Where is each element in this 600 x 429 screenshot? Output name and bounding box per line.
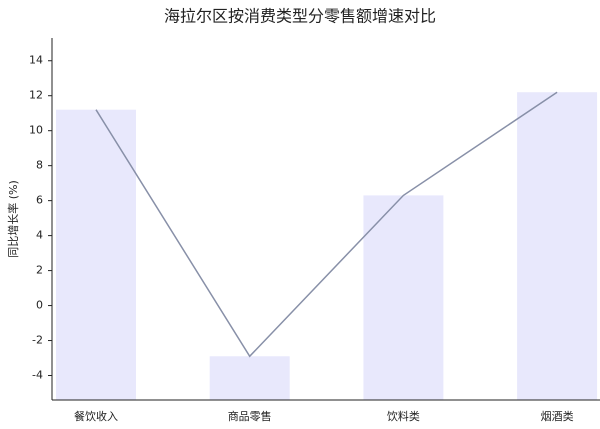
bar [56, 109, 136, 400]
bar [363, 195, 444, 400]
y-tick-label: 8 [36, 159, 43, 172]
x-tick-label: 饮料类 [387, 409, 420, 423]
x-tick-label: 餐饮收入 [74, 409, 118, 423]
y-tick-label: 2 [36, 264, 43, 277]
chart-title: 海拉尔区按消费类型分零售额增速对比 [164, 7, 436, 26]
y-tick-label: 6 [36, 194, 43, 207]
y-tick-label: 12 [29, 89, 43, 102]
bar [517, 92, 598, 401]
y-tick-label: -4 [32, 369, 43, 382]
x-tick-label: 烟酒类 [541, 409, 574, 423]
y-axis-label: 同比增长率 (%) [6, 180, 20, 258]
bar [209, 356, 290, 400]
y-tick-label: 4 [36, 229, 43, 242]
x-tick-label: 商品零售 [228, 409, 272, 423]
y-tick-label: 14 [29, 54, 43, 67]
y-tick-label: 0 [36, 299, 43, 312]
y-tick-label: -2 [32, 334, 43, 347]
line [95, 91, 558, 358]
y-tick-label: 10 [29, 124, 43, 137]
